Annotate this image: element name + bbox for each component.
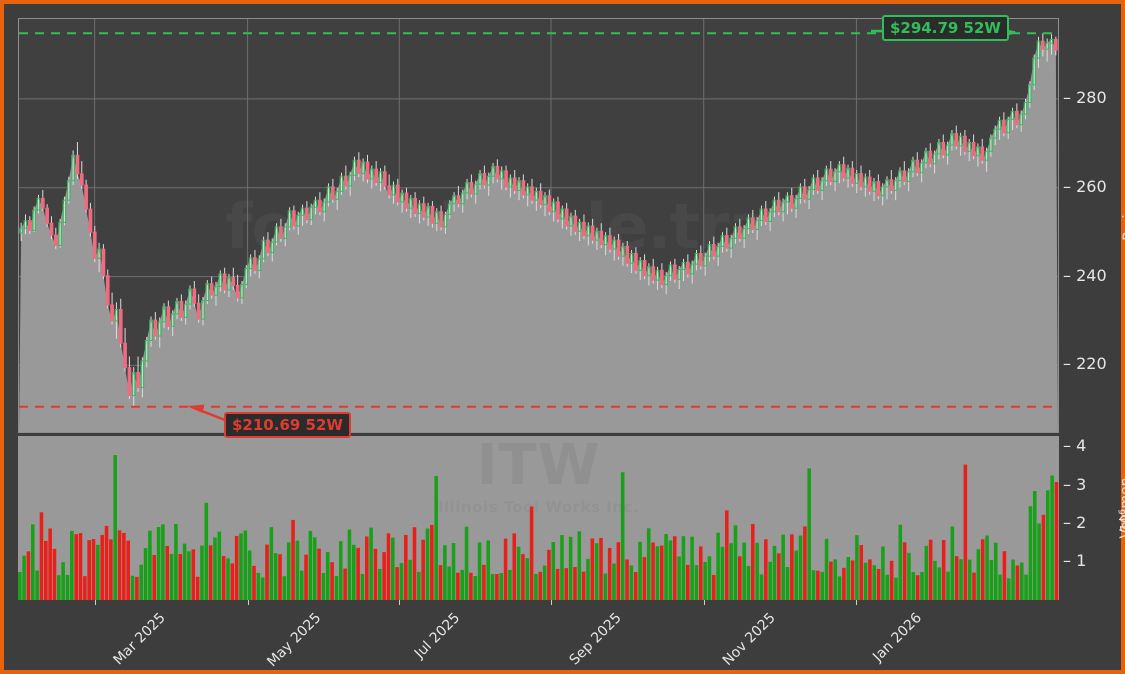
x-axis-tick-label: Mar 2025 [110,610,169,669]
price-axis-tick: – 240 [1063,265,1107,285]
x-axis-tick-mark [247,600,249,605]
price-panel: forexsignale.trade [18,18,1059,433]
price-axis-title: Preis [1121,206,1125,241]
price-axis-tick: – 280 [1063,87,1107,107]
volume-axis-tick: – 3 [1063,474,1087,494]
x-axis-tick-mark [94,600,96,605]
price-plot [19,19,1058,432]
volume-axis-tick: – 4 [1063,436,1087,456]
annotation-52w-high: $294.79 52W [882,15,1009,41]
price-axis-tick: – 260 [1063,176,1107,196]
volume-plot [18,455,1059,600]
price-axis-tick: – 220 [1063,354,1107,374]
x-axis-tick-label: Jul 2025 [411,610,464,662]
volume-axis-exponent: 106 [1118,509,1125,532]
volume-axis-tick: – 1 [1063,550,1087,570]
x-axis-tick-mark [399,600,401,605]
x-axis-tick-label: May 2025 [263,610,324,671]
volume-axis-tick: – 2 [1063,512,1087,532]
x-axis-tick-label: Nov 2025 [719,610,779,669]
annotation-52w-low: $210.69 52W [224,412,351,438]
volume-panel: ITW Illinois Tool Works Inc. [18,436,1059,600]
x-axis-tick-label: Jan 2026 [870,610,926,665]
x-axis-tick-label: Sep 2025 [566,610,625,669]
x-axis-tick-mark [550,600,552,605]
x-axis-tick-mark [856,600,858,605]
x-axis-tick-mark [703,600,705,605]
